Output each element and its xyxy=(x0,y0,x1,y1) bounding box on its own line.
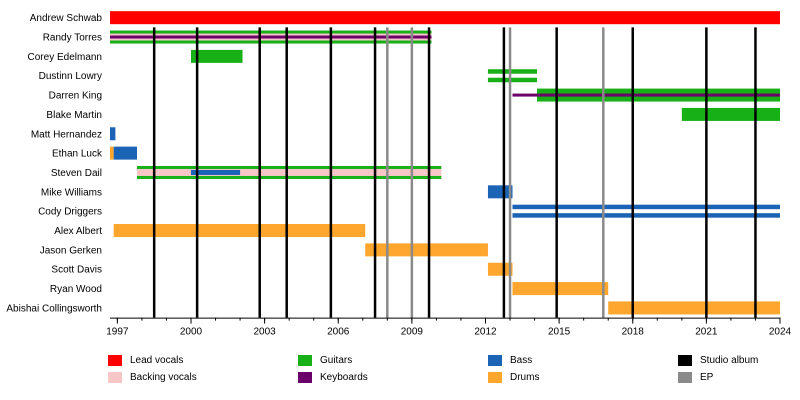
bar-abishai-collingsworth-drums xyxy=(608,301,780,315)
member-name: Dustinn Lowry xyxy=(39,71,102,82)
member-name: Blake Martin xyxy=(46,110,102,121)
x-axis: 1997 2000 2003 2006 2009 2012 2015 2018 2021 2024 xyxy=(106,317,792,338)
x-tick-label: 2018 xyxy=(622,327,645,338)
bar-steven-dail-guitars xyxy=(136,165,442,169)
member-name: Alex Albert xyxy=(54,226,102,237)
member-name: Darren King xyxy=(49,91,102,102)
member-name: Mike Williams xyxy=(41,187,102,198)
bar-cody-driggers-bass-bottom xyxy=(512,213,780,218)
bar-randy-torres-guitars xyxy=(110,40,432,44)
x-tick-label: 2006 xyxy=(327,327,350,338)
x-tick-label: 1997 xyxy=(106,327,129,338)
bar-alex-albert-drums xyxy=(113,224,366,238)
bar-dustinn-lowry-guitars-bottom xyxy=(487,77,538,83)
member-name: Andrew Schwab xyxy=(30,13,103,24)
bar-steven-dail-guitars xyxy=(136,175,442,179)
bar-randy-torres-guitars xyxy=(110,30,432,34)
release-lines xyxy=(152,27,757,318)
bar-darren-king-keyboards xyxy=(537,93,780,97)
bar-cody-driggers-bass-top xyxy=(512,204,780,210)
x-tick-label: 2024 xyxy=(769,327,792,338)
bar-darren-king-keyboards xyxy=(512,93,538,97)
member-name: Randy Torres xyxy=(43,33,102,44)
bar-steven-dail-backing_vocals xyxy=(136,165,442,179)
bar-blake-martin-guitars xyxy=(681,107,780,121)
bar-randy-torres-keyboards xyxy=(110,35,432,39)
member-name: Jason Gerken xyxy=(40,245,102,256)
x-tick-label: 2003 xyxy=(253,327,276,338)
member-name: Corey Edelmann xyxy=(28,52,102,63)
member-names: Andrew Schwab Randy Torres Corey Edelmann D… xyxy=(6,13,103,314)
bar-mike-williams-bass xyxy=(487,185,513,199)
bar-scott-davis-drums xyxy=(487,262,513,276)
member-name: Steven Dail xyxy=(51,168,102,179)
member-name: Cody Driggers xyxy=(38,207,102,218)
bar-ethan-luck-drums xyxy=(110,146,114,160)
bar-ryan-wood-drums xyxy=(512,282,609,296)
bar-andrew-schwab-lead_vocals xyxy=(110,11,780,25)
x-tick-label: 2012 xyxy=(474,327,497,338)
member-name: Ryan Wood xyxy=(50,284,102,295)
bar-corey-edelmann-guitars xyxy=(190,49,243,63)
x-tick-label: 2009 xyxy=(401,327,424,338)
member-name: Ethan Luck xyxy=(52,149,103,160)
bar-ethan-luck-bass xyxy=(113,146,137,160)
x-tick-label: 2015 xyxy=(548,327,571,338)
x-tick-label: 2021 xyxy=(695,327,718,338)
member-name: Matt Hernandez xyxy=(31,129,102,140)
bar-jason-gerken-drums xyxy=(365,243,488,257)
bar-matt-hernandez-bass xyxy=(110,127,116,141)
bar-steven-dail-bass xyxy=(190,169,241,175)
x-tick-label: 2000 xyxy=(180,327,203,338)
member-name: Scott Davis xyxy=(51,265,102,276)
bar-dustinn-lowry-guitars-top xyxy=(487,69,538,74)
member-name: Abishai Collingsworth xyxy=(6,303,102,314)
member-bars xyxy=(110,11,780,315)
